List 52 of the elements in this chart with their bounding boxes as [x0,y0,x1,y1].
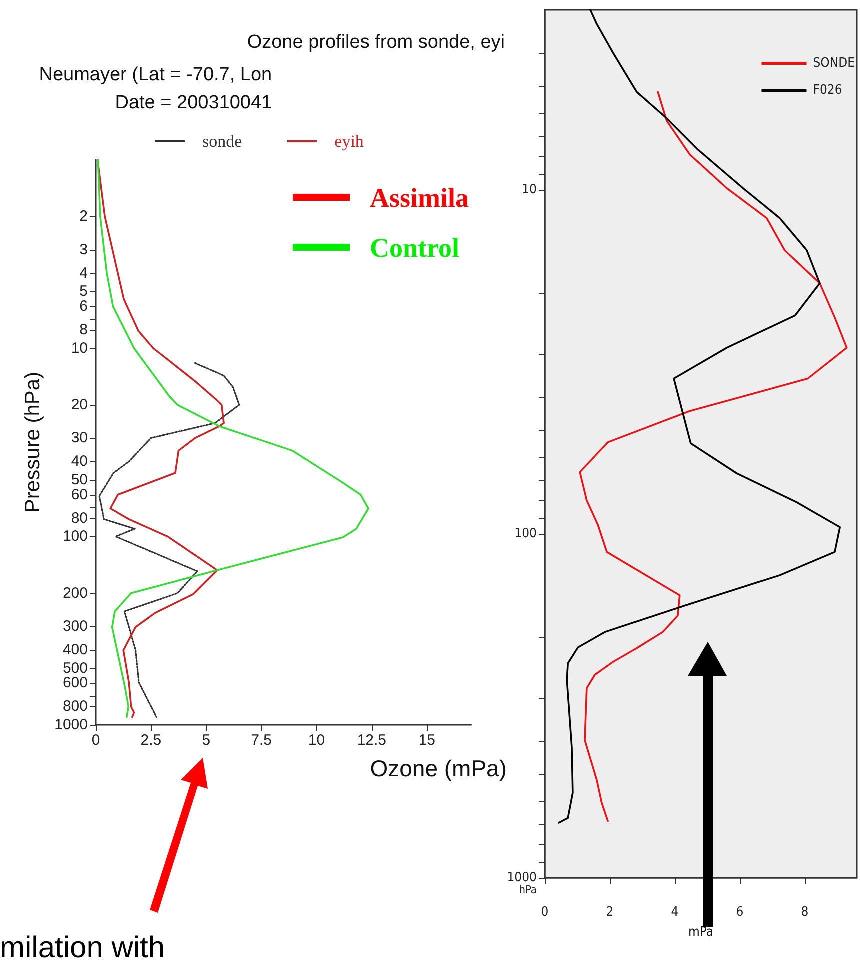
y-tick-label: 5 [80,283,88,300]
annotation: Assimila [370,183,470,213]
y-tick-label: 500 [62,660,88,677]
x-tick-label: 6 [736,905,744,920]
chart-subtitle: Neumayer (Lat = -70.7, Lon Date = 200310041 [39,64,272,114]
legend-label: sonde [202,132,242,151]
y-axis-title: hPa [519,883,537,896]
y-axis-title: Pressure (hPa) [22,372,45,514]
y-tick-label: 2 [80,208,88,226]
y-tick-label: 10 [522,182,537,198]
x-tick-label: 5 [202,732,211,749]
y-tick-label: 4 [80,264,88,282]
y-tick-label: 400 [62,642,88,659]
annotation: Control [370,233,460,263]
x-tick-label: 2.5 [140,732,162,749]
legend-label: eyih [334,132,364,151]
x-tick-label: 0 [92,732,100,749]
x-axis-title: mPa [688,925,714,940]
y-tick-label: 200 [62,584,88,602]
y-tick-label: 100 [62,528,88,546]
legend-label: SONDE [813,56,856,71]
y-tick-label: 50 [71,471,88,488]
y-tick-label: 10 [71,340,88,357]
y-tick-label: 3 [80,241,88,258]
y-tick-label: 600 [62,674,88,692]
y-tick-label: 300 [62,618,88,636]
x-tick-label: 4 [671,905,679,920]
line-series [98,362,240,718]
x-tick-label: 2 [606,905,614,920]
line-series [96,159,225,718]
x-tick-label: 10 [308,732,326,749]
x-tick-label: 15 [418,732,436,749]
x-tick-label: 8 [801,905,809,920]
y-tick-label: 30 [71,430,88,447]
y-tick-label: 60 [71,486,88,504]
y-tick-label: 1000 [54,716,88,734]
y-tick-label: 80 [71,510,88,527]
x-tick-label: 0 [541,905,549,920]
y-tick-label: 6 [80,298,88,316]
y-tick-label: 800 [62,698,88,716]
y-tick-label: 20 [71,396,88,414]
chart-title: Ozone profiles from sonde, eyi [247,32,506,53]
y-tick-label: 100 [514,526,537,542]
line-series [97,159,370,718]
y-tick-label: 8 [80,322,88,339]
x-tick-label: 12.5 [357,732,387,749]
x-tick-label: 7.5 [251,732,272,749]
text: milation with [0,932,166,963]
y-tick-label: 1000 [507,870,537,886]
y-tick-label: 40 [71,453,88,470]
x-axis-title: Ozone (mPa) [370,756,507,782]
legend-label: F026 [813,83,842,98]
